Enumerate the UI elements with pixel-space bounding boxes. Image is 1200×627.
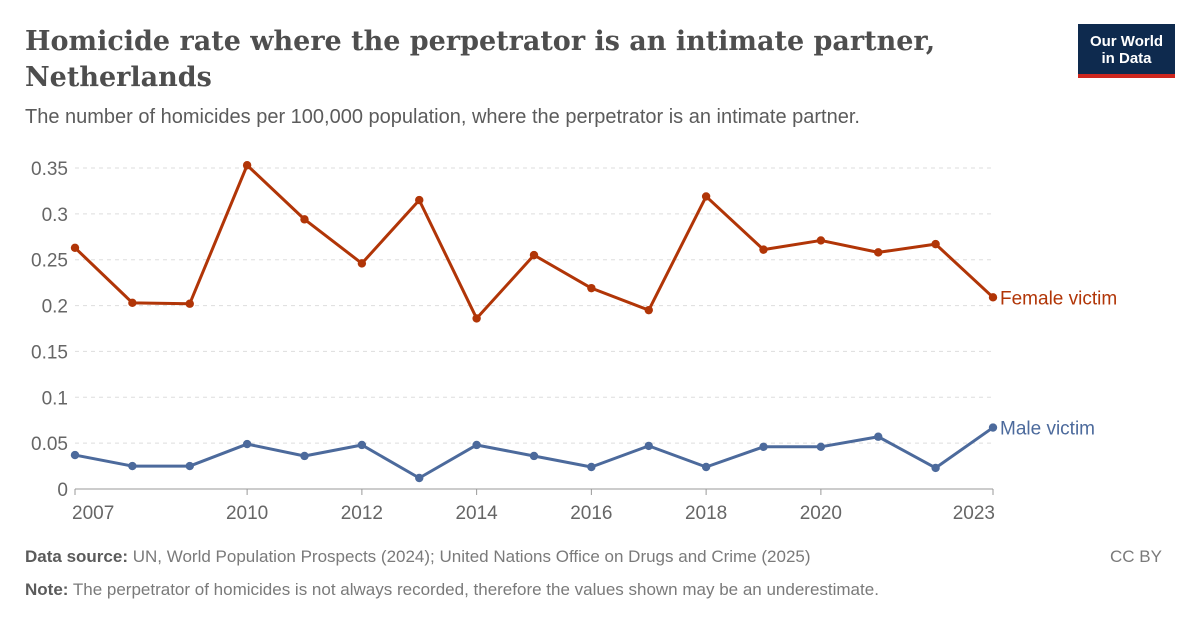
male-victim-point — [415, 473, 424, 483]
chart-subtitle: The number of homicides per 100,000 popu… — [25, 106, 860, 128]
y-tick-label: 0.25 — [31, 251, 68, 272]
y-tick-label: 0.2 — [42, 297, 68, 318]
male-victim-point — [988, 423, 998, 432]
line-chart: 0 0.05 0.1 0.15 0.2 0.25 0.3 0.35 2007 2010 2012 20… — [31, 159, 1117, 524]
male-victim-point — [874, 432, 883, 441]
male-victim-point — [816, 442, 826, 452]
male-victim-point — [472, 440, 481, 450]
x-tick-label: 2016 — [570, 503, 612, 524]
data-source: Data source: UN, World Population Prospe… — [25, 547, 811, 567]
x-tick-label: 2018 — [685, 503, 727, 524]
male-victim-point — [128, 461, 137, 471]
y-tick-label: 0.15 — [31, 342, 68, 363]
male-victim-point — [185, 461, 194, 471]
owid-logo[interactable]: Our World in Data — [1078, 24, 1175, 78]
female-victim-point — [185, 299, 194, 308]
female-victim-label: Female victim — [1000, 288, 1117, 309]
female-victim-point — [874, 248, 883, 257]
x-tick-label: 2014 — [455, 503, 498, 524]
female-victim-point — [759, 245, 768, 254]
male-victim-point — [701, 462, 711, 472]
female-victim-point — [988, 293, 998, 302]
female-victim-point — [529, 250, 539, 260]
chart-title: Homicide rate where the perpetrator is a… — [25, 26, 936, 93]
female-victim-point — [128, 298, 137, 308]
chart-note: Note: The perpetrator of homicides is no… — [25, 580, 879, 600]
female-victim-point — [644, 305, 653, 315]
male-victim-label: Male victim — [1000, 419, 1095, 440]
female-victim-point — [587, 283, 596, 293]
y-tick-label: 0.3 — [42, 205, 68, 226]
logo-line-1: Our World — [1089, 33, 1164, 50]
license-link[interactable]: CC BY — [1110, 547, 1162, 566]
male-victim-point — [931, 463, 940, 473]
female-victim-point — [415, 195, 424, 205]
x-tick-label: 2010 — [226, 503, 268, 524]
logo-line-2: in Data — [1101, 50, 1152, 67]
male-victim-point — [300, 451, 309, 461]
female-victim-point — [300, 215, 309, 224]
male-victim-point — [644, 441, 653, 451]
female-victim-point — [701, 192, 711, 201]
female-victim-point — [931, 239, 940, 249]
x-tick-label: 2012 — [341, 503, 383, 524]
male-victim-point — [759, 442, 768, 452]
y-tick-label: 0.1 — [42, 388, 68, 409]
male-victim-point — [70, 450, 80, 460]
female-victim-point — [472, 314, 481, 323]
male-victim-point — [529, 451, 539, 461]
x-tick-label: 2020 — [800, 503, 842, 524]
male-victim-point — [242, 439, 252, 449]
note-label: Note: — [25, 580, 69, 599]
x-tick-label: 2023 — [953, 503, 995, 524]
y-tick-label: 0.05 — [31, 434, 68, 455]
female-victim-point — [357, 259, 367, 268]
female-victim-point — [816, 236, 826, 245]
x-tick-label: 2007 — [72, 503, 114, 524]
data-source-label: Data source: — [25, 547, 128, 566]
female-victim-line — [73, 163, 995, 320]
male-victim-point — [587, 462, 596, 472]
y-tick-label: 0.35 — [31, 159, 68, 180]
female-victim-point — [70, 243, 80, 252]
data-source-text[interactable]: UN, World Population Prospects (2024); U… — [132, 547, 811, 566]
y-tick-label: 0 — [57, 480, 68, 501]
female-victim-point — [242, 161, 252, 170]
note-text: The perpetrator of homicides is not alwa… — [72, 580, 879, 599]
male-victim-point — [357, 440, 367, 450]
